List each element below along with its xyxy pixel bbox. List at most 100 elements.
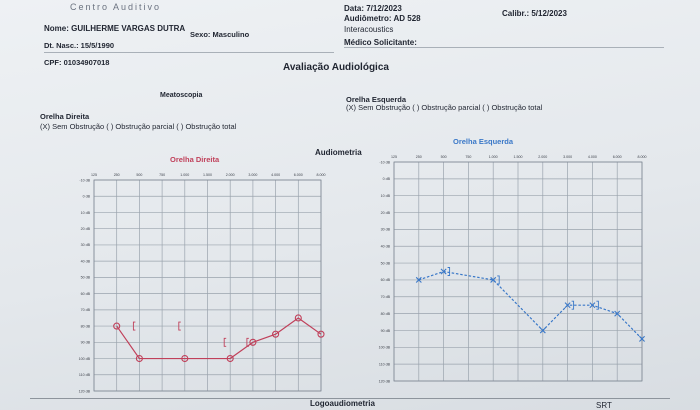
y-tick-label: 110 dB [379,362,391,366]
series-line [418,270,643,340]
x-stroke [589,302,596,309]
data-point-circle [226,354,234,363]
y-tick-label: 80 dB [81,324,91,328]
y-tick-label: -10 dB [379,160,390,164]
y-tick-label: 100 dB [79,357,91,361]
x-tick-label: 4.000 [588,155,597,159]
x-tick-label: 125 [91,173,97,177]
y-tick-label: 70 dB [381,295,391,299]
y-tick-label: 40 dB [81,259,91,263]
logoaudiometry-title: Logoaudiometria [310,399,375,408]
x-tick-label: 6.000 [294,173,303,177]
birth-date: Dt. Nasc.: 15/5/1990 [44,41,115,50]
y-tick-label: 90 dB [381,329,391,333]
divider [30,398,670,399]
y-tick-label: 0 dB [383,177,391,181]
data-point-circle [272,330,280,338]
meatoscopy-title: Meatoscopia [160,92,203,99]
x-tick-label: 250 [416,155,422,159]
y-tick-label: 60 dB [381,278,391,282]
y-tick-label: 40 dB [381,245,391,249]
x-tick-label: 3.000 [248,173,257,177]
y-tick-label: 110 dB [79,373,91,377]
grid [93,179,322,392]
y-tick-label: 90 dB [81,341,91,345]
audiogram-svg: 125 250 500 750 1.000 1.500 2.000 3.000 4.000 6.0… [79,173,326,393]
data-point-bone-conduction [447,267,451,276]
y-tick-label: 120 dB [379,379,391,383]
x-tick-label: 500 [441,155,447,159]
exam-date: Data: 7/12/2023 [344,4,402,13]
x-stroke [564,302,571,309]
data-point-x [614,310,621,317]
y-tick-label: 50 dB [381,261,391,265]
requesting-doctor: Médico Solicitante: [344,38,417,47]
plot-frame [393,161,643,382]
data-point-circle [135,354,143,363]
data-point-x [415,276,422,283]
x-tick-label: 8.000 [638,155,647,159]
right-ear-audiogram: 125 250 500 750 1.000 1.500 2.000 3.000 4.000 6.0… [72,170,327,395]
audiometer-brand: Interacoustics [344,25,394,34]
meatoscopy-left-label: Orelha Esquerda [346,95,407,104]
y-tick-label: 100 dB [379,346,391,350]
x-stroke [440,268,447,275]
y-tick-label: 10 dB [381,194,391,198]
y-tick-label: 30 dB [381,228,391,232]
data-point-x [440,268,447,275]
patient-sex: Sexo: Masculino [190,30,250,39]
x-tick-label: 4.000 [271,173,280,177]
y-tick-label: 120 dB [79,389,91,393]
meatoscopy-left-options: (X) Sem Obstrução ( ) Obstrução parcial … [346,103,543,112]
x-tick-label: 1.500 [203,173,212,177]
x-tick-label: 1.000 [489,155,498,159]
divider [44,52,334,53]
x-tick-label: 500 [136,173,142,177]
data-point-x [539,327,546,334]
y-tick-label: 60 dB [81,292,91,296]
data-point-circle [294,314,302,322]
x-tick-label: 8.000 [317,173,326,177]
clinic-name: Centro Auditivo [70,2,162,12]
x-tick-label: 6.000 [613,155,622,159]
data-point-circle [113,322,121,330]
grid [393,161,643,382]
y-tick-label: 50 dB [81,276,91,280]
divider [344,47,664,48]
patient-cpf: CPF: 01034907018 [44,58,110,67]
srt-label: SRT [596,401,612,410]
x-tick-label: 2.000 [538,155,547,159]
x-stroke [539,327,546,334]
left-ear-audiogram: 125 250 500 750 1.000 1.500 2.000 3.000 4.000 6.0… [370,150,650,385]
data-point-x [564,302,571,309]
data-point-bone-conduction [571,300,575,310]
data-point-bone-conduction [246,337,249,347]
x-stroke [639,335,645,342]
section-title: Avaliação Audiológica [283,62,389,73]
x-tick-label: 1.000 [180,173,189,177]
x-stroke [614,310,621,317]
patient-name: Nome: GUILHERME VARGAS DUTRA [44,24,186,33]
x-tick-label: 3.000 [563,155,572,159]
x-tick-label: 2.000 [226,173,235,177]
y-tick-label: 30 dB [81,243,91,247]
data-point-bone-conduction [178,321,181,331]
x-tick-label: 750 [465,155,471,159]
y-tick-label: -10 dB [79,178,90,182]
y-tick-label: 80 dB [381,312,391,316]
x-tick-label: 250 [114,173,120,177]
y-tick-label: 20 dB [81,227,91,231]
data-point-circle [181,354,189,363]
x-tick-label: 750 [159,173,165,177]
meatoscopy-right-options: (X) Sem Obstrução ( ) Obstrução parcial … [40,122,237,131]
data-point-x [589,302,596,309]
left-ear-chart-title: Orelha Esquerda [453,137,514,146]
meatoscopy-right-label: Orelha Direita [40,112,90,121]
series-line [116,317,322,360]
x-tick-label: 1.500 [514,155,523,159]
data-point-circle [317,330,325,338]
x-tick-label: 125 [391,155,397,159]
plot-frame [93,179,322,392]
right-ear-chart-title: Orelha Direita [170,155,220,164]
data-point-x [490,276,497,283]
